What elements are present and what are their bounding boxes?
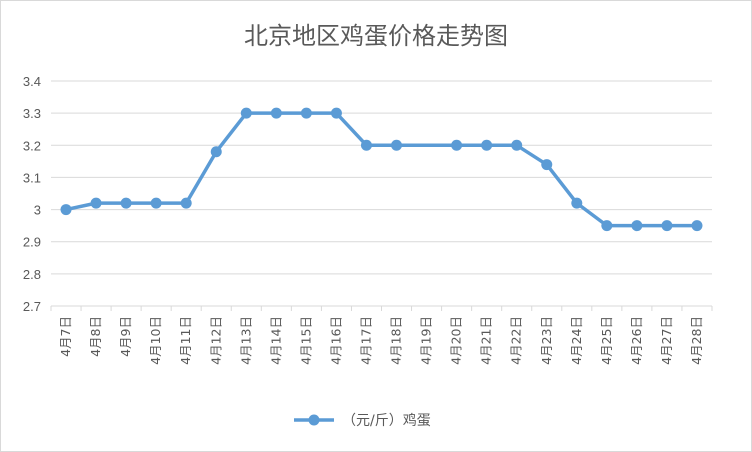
data-point-3 (150, 197, 162, 209)
data-point-17 (601, 220, 613, 232)
data-point-12 (451, 139, 463, 151)
x-tick-label: 4月7日 (58, 316, 73, 357)
legend-marker (308, 414, 320, 426)
y-axis-ticks: 2.7 2.8 2.9 3 3.1 3.2 3.3 3.4 (23, 74, 41, 314)
data-point-15 (541, 159, 553, 171)
data-point-19 (661, 220, 673, 232)
x-tick-label: 4月22日 (509, 316, 524, 365)
gridlines (51, 80, 712, 307)
data-point-7 (270, 107, 282, 119)
y-tick-label: 3.3 (23, 106, 41, 121)
legend-label: （元/斤）鸡蛋 (342, 412, 431, 429)
x-tick-label: 4月28日 (689, 316, 704, 365)
data-point-13 (481, 139, 493, 151)
x-tick-label: 4月12日 (208, 316, 223, 365)
data-point-8 (300, 107, 312, 119)
data-point-5 (210, 146, 222, 158)
y-tick-label: 2.9 (23, 235, 41, 250)
data-point-6 (240, 107, 252, 119)
data-point-20 (691, 220, 703, 232)
x-tick-label: 4月13日 (238, 316, 253, 365)
data-point-0 (60, 204, 72, 216)
x-tick-label: 4月23日 (539, 316, 554, 365)
y-tick-label: 3.4 (23, 74, 41, 89)
data-point-1 (90, 197, 102, 209)
x-tick-label: 4月24日 (569, 316, 584, 365)
chart-title: 北京地区鸡蛋价格走势图 (244, 22, 508, 50)
series-line-0 (65, 111, 697, 228)
x-tick-label: 4月14日 (268, 316, 283, 365)
y-tick-label: 2.7 (23, 299, 41, 314)
x-tick-label: 4月18日 (389, 316, 404, 365)
x-tick-label: 4月15日 (298, 316, 313, 365)
y-tick-label: 3.1 (23, 170, 41, 185)
y-tick-label: 3 (34, 203, 41, 218)
x-tick-label: 4月20日 (449, 316, 464, 365)
x-tick-label: 4月10日 (148, 316, 163, 365)
legend: （元/斤）鸡蛋 (294, 412, 431, 429)
x-tick-label: 4月17日 (358, 316, 373, 365)
x-tick-label: 4月16日 (328, 316, 343, 365)
x-tick-label: 4月26日 (629, 316, 644, 365)
x-tick-label: 4月21日 (479, 316, 494, 365)
data-point-18 (631, 220, 643, 232)
data-point-2 (120, 197, 132, 209)
x-tick-label: 4月8日 (88, 316, 103, 357)
data-point-4 (180, 197, 192, 209)
data-point-10 (360, 139, 372, 151)
y-tick-label: 3.2 (23, 138, 41, 153)
y-tick-label: 2.8 (23, 267, 41, 282)
series-layer (60, 107, 703, 232)
x-tick-label: 4月11日 (178, 316, 193, 365)
x-tick-label: 4月9日 (118, 316, 133, 357)
data-point-9 (330, 107, 342, 119)
data-point-16 (571, 197, 583, 209)
data-point-14 (511, 139, 523, 151)
x-axis-ticks: 4月7日 4月8日 4月9日 4月10日 4月11日 4月12日 4月13日 4月14日 4月1… (50, 306, 713, 365)
data-point-11 (391, 139, 403, 151)
x-tick-label: 4月19日 (419, 316, 434, 365)
x-tick-label: 4月25日 (599, 316, 614, 365)
x-tick-label: 4月27日 (659, 316, 674, 365)
